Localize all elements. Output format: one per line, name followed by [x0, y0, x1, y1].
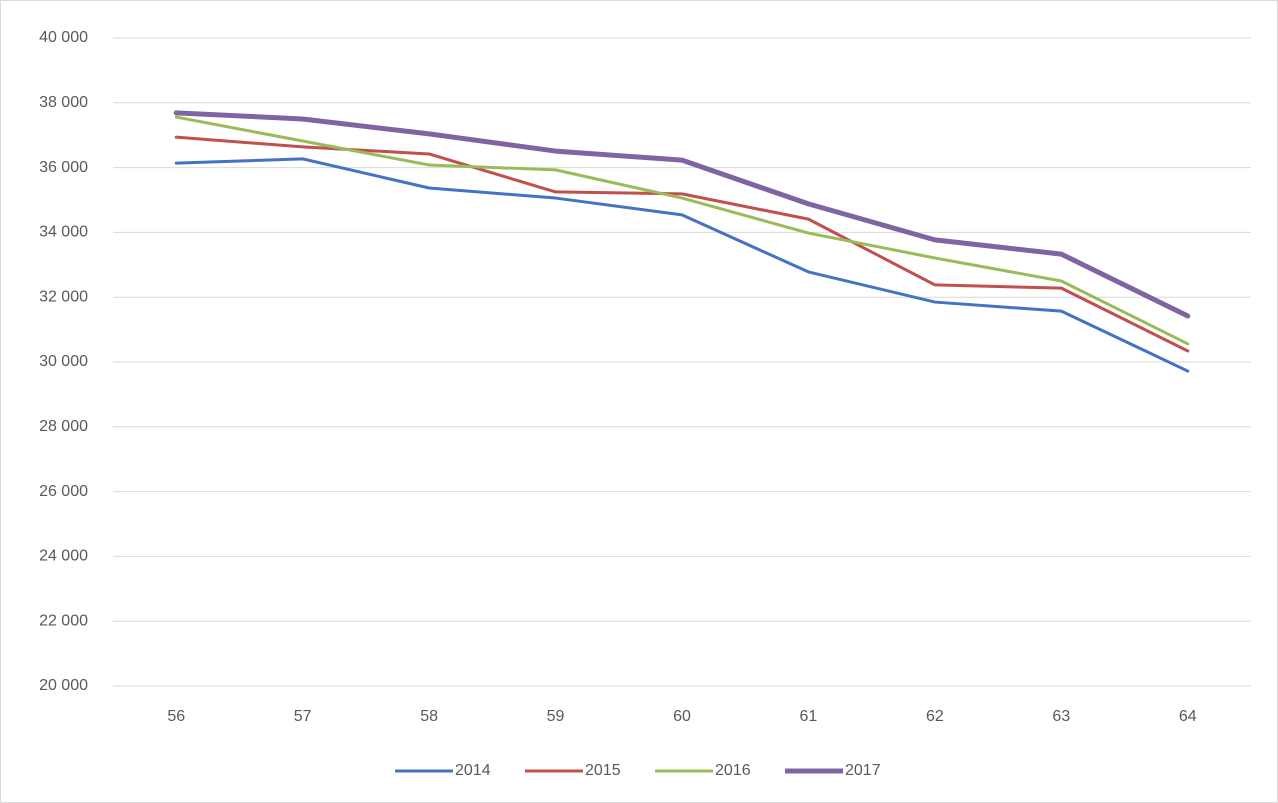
series-line [174, 115, 1190, 346]
x-tick-label: 56 [167, 708, 185, 725]
x-tick-label: 60 [673, 708, 691, 725]
x-tick-label: 58 [420, 708, 438, 725]
x-tick-label: 64 [1179, 708, 1197, 725]
y-tick-label: 22 000 [39, 612, 88, 629]
series-line [174, 157, 1190, 373]
legend-label: 2016 [715, 762, 751, 779]
x-tick-label: 61 [800, 708, 818, 725]
legend-label: 2015 [585, 762, 621, 779]
y-tick-label: 20 000 [39, 677, 88, 694]
y-tick-label: 26 000 [39, 483, 88, 500]
series-line [173, 110, 1191, 319]
x-tick-label: 62 [926, 708, 944, 725]
y-tick-label: 30 000 [39, 353, 88, 370]
legend-label: 2017 [845, 762, 881, 779]
x-tick-label: 63 [1052, 708, 1070, 725]
x-tick-label: 57 [294, 708, 312, 725]
x-tick-label: 59 [547, 708, 565, 725]
y-tick-label: 28 000 [39, 418, 88, 435]
y-tick-label: 38 000 [39, 94, 88, 111]
y-tick-label: 32 000 [39, 288, 88, 305]
legend-label: 2014 [455, 762, 491, 779]
y-tick-label: 36 000 [39, 159, 88, 176]
y-tick-label: 40 000 [39, 29, 88, 46]
y-tick-label: 24 000 [39, 548, 88, 565]
y-tick-label: 34 000 [39, 224, 88, 241]
